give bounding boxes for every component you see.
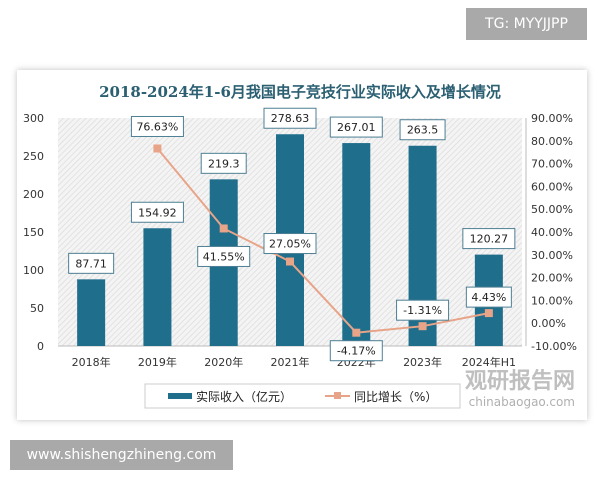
bar [342,143,371,346]
growth-label: -4.17% [337,345,376,358]
chart-title: 2018-2024年1-6月我国电子竞技行业实际收入及增长情况 [99,83,501,101]
y-right-tick: -10.00% [531,340,577,353]
bar-label-box [462,228,516,250]
y-left-tick: 300 [23,112,44,125]
growth-label-box [263,233,317,255]
bar-label: 120.27 [470,233,509,246]
y-left-tick: 50 [30,302,44,315]
bar-label: 87.71 [75,257,107,270]
legend [144,383,461,409]
growth-label-box [329,340,383,362]
growth-point [153,144,162,153]
bar-label-box [200,152,247,174]
bar-label-box [130,201,184,223]
bar [143,228,172,346]
y-right-tick: 90.00% [531,112,573,125]
legend-bar-swatch [168,393,192,399]
y-right-tick: 50.00% [531,203,573,216]
bar-label: 154.92 [138,206,177,219]
bar-label: 263.5 [407,124,439,137]
growth-label: 76.63% [136,120,178,133]
bar [77,279,106,346]
growth-point [418,322,427,331]
y-right-tick: 80.00% [531,135,573,148]
y-right-tick: 0.00% [531,317,566,330]
bar-label: 267.01 [337,121,376,134]
bar-label: 278.63 [271,112,310,125]
bar-label-box [399,119,446,141]
y-left-tick: 250 [23,150,44,163]
y-left-tick: 150 [23,226,44,239]
growth-label-box [465,286,512,308]
x-tick: 2020年 [204,355,243,369]
y-right-tick: 40.00% [531,226,573,239]
growth-label-box [396,299,450,321]
growth-label: 27.05% [269,238,311,251]
growth-line [156,147,490,334]
y-right-tick: 30.00% [531,249,573,262]
y-left-tick: 200 [23,188,44,201]
x-tick: 2024年H1 [462,355,516,369]
y-left-tick: 0 [37,340,44,353]
growth-point [219,224,228,233]
bar-label-box [68,252,115,274]
y-right-tick: 10.00% [531,294,573,307]
growth-point [286,257,294,266]
watermark-tg: TG: MYYJJPP [466,8,587,40]
watermark-logo: 观研报告网 [465,369,575,394]
growth-label: -1.31% [403,304,442,317]
legend-line-marker [334,392,341,399]
x-tick: 2023年 [403,355,442,369]
growth-label: 4.43% [471,291,506,304]
watermark-logo-sub: chinabaogao.com [469,395,575,409]
bar-label: 219.3 [208,157,240,170]
y-right-tick: 70.00% [531,158,573,171]
legend-bar-label: 实际收入（亿元） [196,389,292,404]
bar-label-box [263,107,317,129]
growth-label-box [130,115,184,137]
y-left-tick: 100 [23,264,44,277]
y-right-tick: 20.00% [531,272,573,285]
x-tick: 2018年 [72,355,111,369]
growth-label: 41.55% [203,250,245,263]
growth-point [352,328,361,337]
watermark-site: www.shishengzhineng.com [10,440,233,470]
legend-line-label: 同比增长（%） [354,390,437,404]
x-tick: 2019年 [138,355,177,369]
y-right-tick: 60.00% [531,180,573,193]
growth-label-box [197,245,251,267]
x-tick: 2021年 [271,355,310,369]
bar-label-box [329,116,383,138]
growth-point [484,309,493,318]
